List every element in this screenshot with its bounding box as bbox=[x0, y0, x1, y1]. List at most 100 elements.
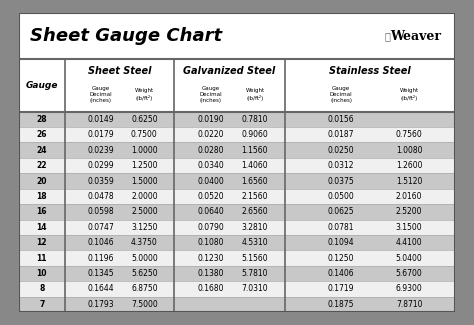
Text: 1.0000: 1.0000 bbox=[131, 146, 158, 155]
Text: 4.3750: 4.3750 bbox=[131, 238, 158, 247]
Text: 0.0179: 0.0179 bbox=[87, 130, 114, 139]
Text: 26: 26 bbox=[36, 130, 47, 139]
Text: 5.7810: 5.7810 bbox=[242, 269, 268, 278]
Bar bbox=[19, 127, 455, 142]
Bar bbox=[19, 59, 455, 112]
Text: Weaver: Weaver bbox=[390, 30, 441, 43]
Text: 0.0640: 0.0640 bbox=[197, 207, 224, 216]
Text: 5.0000: 5.0000 bbox=[131, 254, 158, 263]
Text: 1.2500: 1.2500 bbox=[131, 161, 157, 170]
Text: Weight
(lb/ft²): Weight (lb/ft²) bbox=[135, 88, 154, 101]
Text: 0.0747: 0.0747 bbox=[87, 223, 114, 232]
Text: 0.1644: 0.1644 bbox=[87, 284, 114, 293]
Text: 0.0790: 0.0790 bbox=[197, 223, 224, 232]
Text: 0.0149: 0.0149 bbox=[87, 115, 114, 124]
Text: 5.1560: 5.1560 bbox=[242, 254, 268, 263]
Text: 1.1560: 1.1560 bbox=[242, 146, 268, 155]
Text: 0.0187: 0.0187 bbox=[328, 130, 355, 139]
Bar bbox=[19, 281, 455, 297]
Text: 0.0299: 0.0299 bbox=[87, 161, 114, 170]
Text: 0.0625: 0.0625 bbox=[328, 207, 355, 216]
Text: 0.0340: 0.0340 bbox=[197, 161, 224, 170]
Bar bbox=[19, 112, 455, 127]
Text: Stainless Steel: Stainless Steel bbox=[329, 66, 411, 76]
Text: 1.4060: 1.4060 bbox=[242, 161, 268, 170]
Text: 0.0400: 0.0400 bbox=[197, 176, 224, 186]
Text: 14: 14 bbox=[36, 223, 47, 232]
Text: 0.0190: 0.0190 bbox=[197, 115, 224, 124]
Text: 0.1046: 0.1046 bbox=[87, 238, 114, 247]
Text: 2.0160: 2.0160 bbox=[396, 192, 422, 201]
Text: 12: 12 bbox=[36, 238, 47, 247]
Text: 0.1094: 0.1094 bbox=[328, 238, 355, 247]
Bar bbox=[19, 235, 455, 250]
Bar bbox=[19, 142, 455, 158]
Text: 7.5000: 7.5000 bbox=[131, 300, 158, 309]
Text: Galvanized Steel: Galvanized Steel bbox=[183, 66, 275, 76]
Text: 7.8710: 7.8710 bbox=[396, 300, 422, 309]
Bar bbox=[19, 220, 455, 235]
Text: 5.6250: 5.6250 bbox=[131, 269, 158, 278]
Text: 3.2810: 3.2810 bbox=[242, 223, 268, 232]
Text: 2.5200: 2.5200 bbox=[396, 207, 422, 216]
Bar bbox=[19, 204, 455, 220]
Text: 0.0598: 0.0598 bbox=[87, 207, 114, 216]
Text: 1.6560: 1.6560 bbox=[242, 176, 268, 186]
Text: 7: 7 bbox=[39, 300, 45, 309]
Text: 2.5000: 2.5000 bbox=[131, 207, 158, 216]
Text: 0.1680: 0.1680 bbox=[197, 284, 224, 293]
Text: 11: 11 bbox=[36, 254, 47, 263]
Text: Gauge
Decimal
(inches): Gauge Decimal (inches) bbox=[330, 85, 352, 103]
Bar bbox=[19, 297, 455, 312]
Text: 0.7560: 0.7560 bbox=[396, 130, 422, 139]
Bar bbox=[19, 158, 455, 173]
Bar bbox=[19, 266, 455, 281]
Text: 0.0520: 0.0520 bbox=[197, 192, 224, 201]
Text: 7.0310: 7.0310 bbox=[242, 284, 268, 293]
Text: 0.1875: 0.1875 bbox=[328, 300, 355, 309]
Bar bbox=[19, 173, 455, 189]
Text: 3.1250: 3.1250 bbox=[131, 223, 157, 232]
Text: 5.6700: 5.6700 bbox=[396, 269, 422, 278]
Text: 2.0000: 2.0000 bbox=[131, 192, 158, 201]
Text: Gauge: Gauge bbox=[26, 81, 58, 90]
Text: 24: 24 bbox=[36, 146, 47, 155]
Text: 22: 22 bbox=[36, 161, 47, 170]
Text: Weight
(lb/ft²): Weight (lb/ft²) bbox=[400, 88, 419, 101]
Bar bbox=[19, 250, 455, 266]
Text: 0.1250: 0.1250 bbox=[328, 254, 355, 263]
Text: 0.1793: 0.1793 bbox=[87, 300, 114, 309]
Text: 0.6250: 0.6250 bbox=[131, 115, 158, 124]
Text: 🚚: 🚚 bbox=[384, 31, 391, 41]
Text: 1.2600: 1.2600 bbox=[396, 161, 422, 170]
Text: Gauge
Decimal
(inches): Gauge Decimal (inches) bbox=[90, 85, 112, 103]
Text: 0.1080: 0.1080 bbox=[197, 238, 224, 247]
Text: 0.0500: 0.0500 bbox=[328, 192, 355, 201]
Text: 0.0312: 0.0312 bbox=[328, 161, 355, 170]
Text: 0.1230: 0.1230 bbox=[197, 254, 224, 263]
Text: 20: 20 bbox=[36, 176, 47, 186]
Text: 0.7500: 0.7500 bbox=[131, 130, 158, 139]
Text: 6.9300: 6.9300 bbox=[396, 284, 422, 293]
Text: 1.0080: 1.0080 bbox=[396, 146, 422, 155]
Text: 0.0250: 0.0250 bbox=[328, 146, 355, 155]
Text: 4.5310: 4.5310 bbox=[242, 238, 268, 247]
Bar bbox=[19, 189, 455, 204]
Text: 0.0239: 0.0239 bbox=[87, 146, 114, 155]
Text: 0.1380: 0.1380 bbox=[197, 269, 224, 278]
Text: 16: 16 bbox=[36, 207, 47, 216]
Text: Sheet Gauge Chart: Sheet Gauge Chart bbox=[30, 27, 222, 45]
Text: 6.8750: 6.8750 bbox=[131, 284, 158, 293]
Text: 0.0375: 0.0375 bbox=[328, 176, 355, 186]
Text: 0.1719: 0.1719 bbox=[328, 284, 355, 293]
Text: 4.4100: 4.4100 bbox=[396, 238, 422, 247]
Text: 2.6560: 2.6560 bbox=[242, 207, 268, 216]
Text: 18: 18 bbox=[36, 192, 47, 201]
Text: 8: 8 bbox=[39, 284, 45, 293]
Text: Sheet Steel: Sheet Steel bbox=[88, 66, 151, 76]
Text: 0.0220: 0.0220 bbox=[197, 130, 224, 139]
Text: Gauge
Decimal
(inches): Gauge Decimal (inches) bbox=[199, 85, 222, 103]
Text: 0.0781: 0.0781 bbox=[328, 223, 355, 232]
Text: 0.1196: 0.1196 bbox=[88, 254, 114, 263]
Text: 2.1560: 2.1560 bbox=[242, 192, 268, 201]
